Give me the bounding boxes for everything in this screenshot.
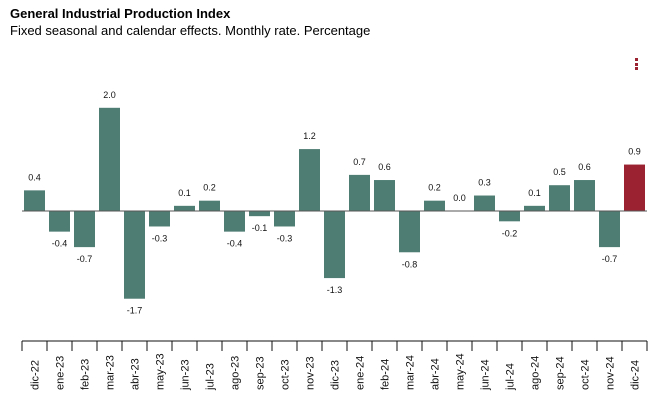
x-tick-label-may-23: may-23	[155, 353, 167, 390]
value-label-jul-24: -0.2	[502, 228, 518, 238]
x-tick-label-abr-23: abr-23	[130, 358, 142, 390]
value-label-ene-24: 0.7	[353, 157, 366, 167]
bar-jul-23	[199, 200, 220, 211]
bar-sep-24	[549, 185, 570, 211]
x-tick-label-jul-23: jul-23	[205, 363, 217, 391]
value-label-jul-23: 0.2	[203, 183, 216, 193]
bar-ene-23	[49, 211, 70, 232]
value-label-abr-24: 0.2	[428, 183, 441, 193]
x-tick-label-jul-24: jul-24	[505, 363, 517, 391]
x-tick-label-dic-23: dic-23	[330, 360, 342, 390]
value-label-oct-23: -0.3	[277, 233, 293, 243]
x-tick-label-abr-24: abr-24	[430, 358, 442, 390]
x-tick-label-oct-24: oct-24	[580, 359, 592, 390]
bar-ago-24	[524, 205, 545, 211]
value-label-nov-23: 1.2	[303, 131, 316, 141]
value-label-mar-24: -0.8	[402, 259, 418, 269]
x-tick-label-ago-23: ago-23	[230, 356, 242, 390]
x-tick-label-nov-23: nov-23	[305, 356, 317, 390]
value-label-ago-23: -0.4	[227, 239, 243, 249]
value-label-ene-23: -0.4	[52, 239, 68, 249]
bar-mar-24	[399, 211, 420, 253]
value-label-may-23: -0.3	[152, 233, 168, 243]
x-tick-label-ago-24: ago-24	[530, 356, 542, 390]
bar-may-23	[149, 211, 170, 227]
value-label-feb-24: 0.6	[378, 162, 391, 172]
x-tick-label-dic-24: dic-24	[630, 360, 642, 390]
value-label-abr-23: -1.7	[127, 306, 143, 316]
x-tick-label-nov-24: nov-24	[605, 356, 617, 390]
value-label-nov-24: -0.7	[602, 254, 618, 264]
x-tick-label-sep-24: sep-24	[555, 356, 567, 390]
x-tick-label-may-24: may-24	[455, 353, 467, 390]
bar-jul-24	[499, 211, 520, 222]
value-label-ago-24: 0.1	[528, 188, 541, 198]
value-label-feb-23: -0.7	[77, 254, 93, 264]
bar-abr-23	[124, 211, 145, 299]
bar-dic-24	[624, 164, 645, 211]
value-label-dic-23: -1.3	[327, 285, 343, 295]
x-tick-label-mar-24: mar-24	[405, 355, 417, 390]
value-label-oct-24: 0.6	[578, 162, 591, 172]
x-tick-label-mar-23: mar-23	[105, 355, 117, 390]
bar-ago-23	[224, 211, 245, 232]
bar-jun-24	[474, 195, 495, 211]
bar-jun-23	[174, 205, 195, 211]
value-label-jun-24: 0.3	[478, 178, 491, 188]
x-tick-label-ene-23: ene-23	[55, 356, 67, 390]
x-tick-label-feb-23: feb-23	[80, 359, 92, 390]
vertical-dots-icon[interactable]	[634, 58, 640, 72]
chart-title: General Industrial Production Index	[10, 6, 231, 21]
bar-abr-24	[424, 200, 445, 211]
x-tick-label-dic-22: dic-22	[30, 360, 42, 390]
x-tick-label-ene-24: ene-24	[355, 356, 367, 390]
bar-ene-24	[349, 174, 370, 211]
value-label-sep-24: 0.5	[553, 167, 566, 177]
value-label-sep-23: -0.1	[252, 223, 268, 233]
x-tick-label-feb-24: feb-24	[380, 359, 392, 390]
x-tick-label-oct-23: oct-23	[280, 359, 292, 390]
x-tick-label-jun-23: jun-23	[180, 359, 192, 391]
bar-feb-23	[74, 211, 95, 248]
value-label-may-24: 0.0	[453, 193, 466, 203]
bar-dic-23	[324, 211, 345, 279]
value-label-dic-24: 0.9	[628, 147, 641, 157]
value-label-jun-23: 0.1	[178, 188, 191, 198]
bar-nov-23	[299, 149, 320, 211]
bar-mar-23	[99, 107, 120, 211]
value-label-dic-22: 0.4	[28, 172, 41, 182]
bar-sep-23	[249, 211, 270, 217]
x-tick-label-jun-24: jun-24	[480, 359, 492, 391]
bar-oct-23	[274, 211, 295, 227]
x-tick-label-sep-23: sep-23	[255, 356, 267, 390]
bar-feb-24	[374, 180, 395, 211]
value-label-mar-23: 2.0	[103, 90, 116, 100]
bar-nov-24	[599, 211, 620, 248]
bar-dic-22	[24, 190, 45, 211]
bar-oct-24	[574, 180, 595, 211]
chart-subtitle: Fixed seasonal and calendar effects. Mon…	[10, 23, 371, 38]
